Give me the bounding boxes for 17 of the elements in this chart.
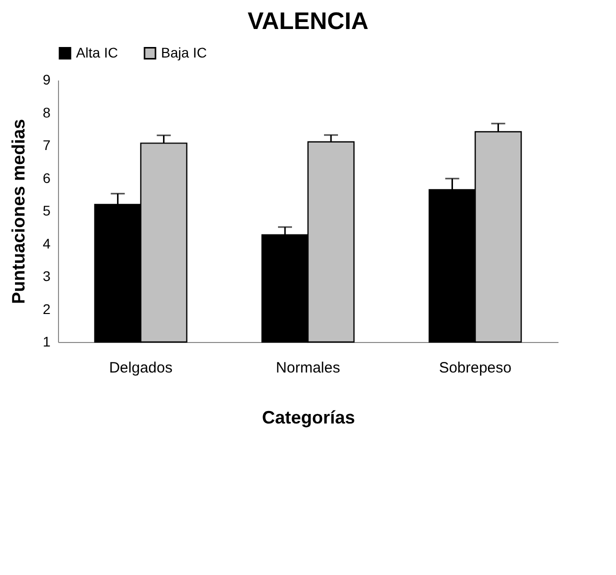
y-tick-label: 7	[42, 137, 51, 153]
y-tick-label: 3	[42, 268, 51, 284]
y-tick-label: 2	[42, 300, 51, 317]
legend-label: Alta IC	[76, 44, 118, 60]
y-tick-label: 5	[42, 202, 51, 218]
x-tick-label: Normales	[276, 360, 340, 376]
y-tick-label: 6	[42, 170, 51, 186]
chart-title: VALENCIA	[248, 8, 368, 35]
y-tick-label: 4	[42, 235, 51, 252]
y-tick-label: 1	[42, 334, 51, 350]
y-tick-label: 9	[42, 72, 51, 88]
y-axis-title: Puntuaciones medias	[8, 118, 29, 304]
x-tick-label: Sobrepeso	[438, 360, 512, 376]
y-tick-label: 8	[42, 104, 51, 120]
x-tick-label: Delgados	[109, 360, 172, 376]
legend-label: Baja IC	[161, 44, 207, 60]
x-axis-title: Categorías	[262, 408, 356, 428]
